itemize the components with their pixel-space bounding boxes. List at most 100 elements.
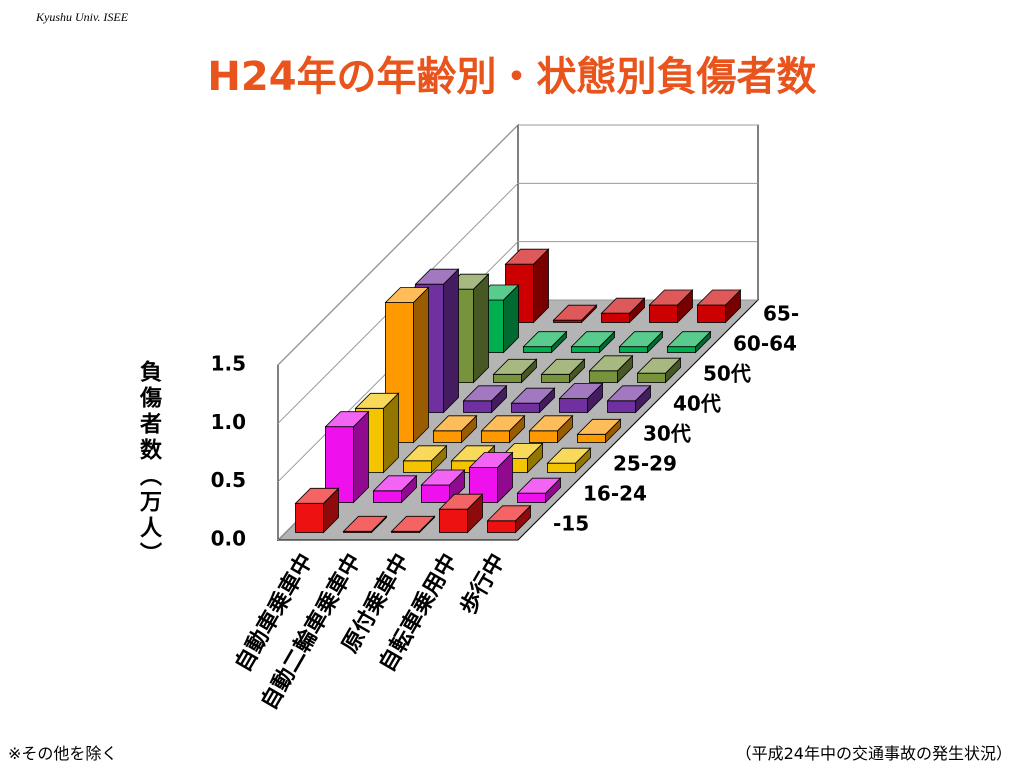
bar-top <box>492 358 538 375</box>
bar <box>372 474 418 504</box>
bar <box>438 493 484 534</box>
bar <box>552 304 598 324</box>
footnote: ※その他を除く <box>8 744 118 763</box>
bar-front <box>421 484 450 503</box>
bar-front <box>529 430 558 443</box>
bar-front <box>571 346 600 353</box>
source: （平成24年中の交通事故の発生状況） <box>735 744 1012 763</box>
bar-front <box>637 372 666 383</box>
bar <box>546 447 592 474</box>
x-tick-label: 歩行中 <box>455 549 511 619</box>
bar <box>402 444 448 474</box>
row-label: 25-29 <box>613 452 677 476</box>
bar-top <box>600 297 646 314</box>
bar <box>522 330 568 354</box>
bar <box>480 414 526 444</box>
bar-top <box>516 477 562 494</box>
bar-top <box>546 447 592 464</box>
bar-front <box>697 304 726 323</box>
bar <box>588 354 634 384</box>
bar <box>570 330 616 354</box>
bar-front <box>463 400 492 413</box>
bar-top <box>324 411 370 428</box>
bar <box>516 477 562 504</box>
bar-top <box>618 331 664 348</box>
bar-top <box>414 268 460 285</box>
y-tick-label: 0.5 <box>211 468 246 492</box>
bar-front <box>295 502 324 533</box>
bar-top <box>432 415 478 432</box>
y-tick-label: 1.0 <box>211 410 246 434</box>
bar <box>420 469 466 504</box>
bar-top <box>528 415 574 432</box>
bar-top <box>666 331 712 348</box>
bar <box>666 330 712 354</box>
bar <box>540 358 586 384</box>
bar-side <box>413 286 429 444</box>
header: Kyushu Univ. ISEE <box>36 10 129 24</box>
bar-front <box>403 460 432 473</box>
bar-top <box>438 493 484 510</box>
bar-front <box>607 400 636 413</box>
bar <box>600 297 646 324</box>
y-axis-label: 負傷者数（万人） <box>136 360 161 568</box>
bar <box>342 515 388 534</box>
bar-top <box>510 387 556 404</box>
bar <box>510 387 556 414</box>
bar <box>390 515 436 534</box>
bar <box>294 487 340 534</box>
chart-title: H24年の年齢別・状態別負傷者数 <box>207 54 817 100</box>
row-label: 40代 <box>673 392 721 416</box>
row-label: 60-64 <box>733 332 797 356</box>
bar <box>528 414 574 444</box>
bar-front <box>559 398 588 413</box>
bar-front <box>619 346 648 353</box>
bar <box>504 248 550 324</box>
bar-front <box>523 346 552 353</box>
bar-top <box>450 445 496 462</box>
bar-top <box>522 331 568 348</box>
bar-side <box>443 268 459 414</box>
bar <box>558 382 604 414</box>
bar-top <box>372 475 418 492</box>
bar-front <box>433 430 462 443</box>
bar-front <box>601 312 630 323</box>
bar <box>468 451 514 504</box>
bar-front <box>649 304 678 323</box>
bar <box>576 418 622 444</box>
bar-front <box>517 492 546 503</box>
bar-side <box>353 410 369 504</box>
bar-top <box>588 355 634 372</box>
bar-top <box>468 452 514 468</box>
bar-top <box>576 418 622 435</box>
bar-top <box>384 287 430 303</box>
bar-top <box>696 289 742 306</box>
bar-top <box>504 248 550 265</box>
bar-top <box>570 331 616 348</box>
bar-front <box>487 520 516 533</box>
bar-top <box>462 385 508 402</box>
bar-front <box>511 402 540 413</box>
y-tick-label: 0.0 <box>211 527 246 551</box>
bar-front <box>547 462 576 473</box>
bar-top <box>636 357 682 374</box>
bar-top <box>480 415 526 432</box>
bar-top <box>342 515 388 532</box>
back-wall <box>517 124 759 301</box>
bar-top <box>486 505 532 522</box>
bar-front <box>589 370 618 383</box>
bar <box>636 357 682 384</box>
bar-front <box>541 373 570 383</box>
grid-line <box>277 124 758 366</box>
y-tick-label: 1.5 <box>211 352 246 376</box>
grid-line <box>277 241 758 483</box>
bar-front <box>481 430 510 443</box>
bar <box>486 504 532 534</box>
row-label: 50代 <box>703 362 751 386</box>
bar-top <box>648 289 694 306</box>
bar-front <box>439 508 468 533</box>
bar <box>462 384 508 414</box>
bar <box>606 384 652 414</box>
